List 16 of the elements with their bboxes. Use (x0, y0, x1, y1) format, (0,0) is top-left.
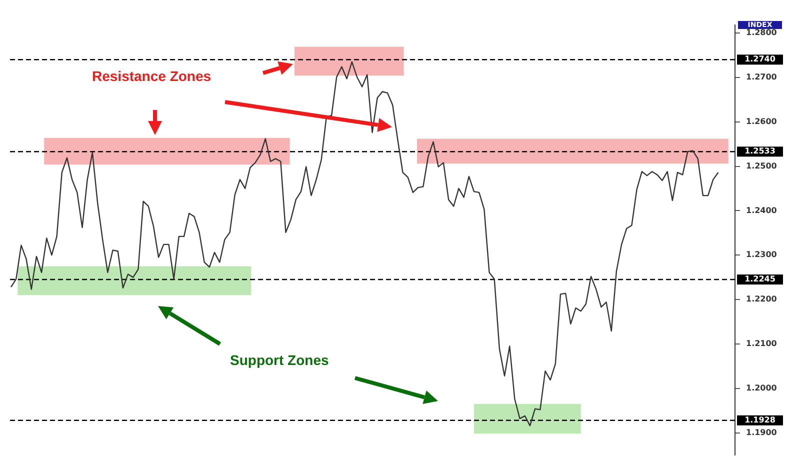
y-tick-label: 1.2600 (746, 116, 778, 126)
y-tick-label: 1.2100 (746, 339, 778, 348)
annotation: Support Zones (230, 352, 329, 368)
y-tick-label: 1.2000 (746, 383, 778, 392)
y-tick-label: 1.2500 (746, 161, 778, 170)
y-tick-label: 1.1900 (746, 428, 778, 437)
annotation: Resistance Zones (92, 68, 212, 84)
ref-line-label: 1.2533 (744, 146, 776, 156)
y-tick-label: 1.2400 (746, 206, 778, 215)
ref-line-label: 1.1928 (744, 415, 776, 424)
ref-line-label: 1.2245 (744, 274, 776, 284)
ref-line-label: 1.2740 (744, 54, 776, 64)
y-tick-label: 1.2200 (746, 294, 778, 304)
y-tick-label: 1.2300 (746, 250, 778, 260)
y-tick-label: 1.2700 (746, 72, 778, 82)
y-tick-label: 1.2800 (746, 28, 778, 38)
